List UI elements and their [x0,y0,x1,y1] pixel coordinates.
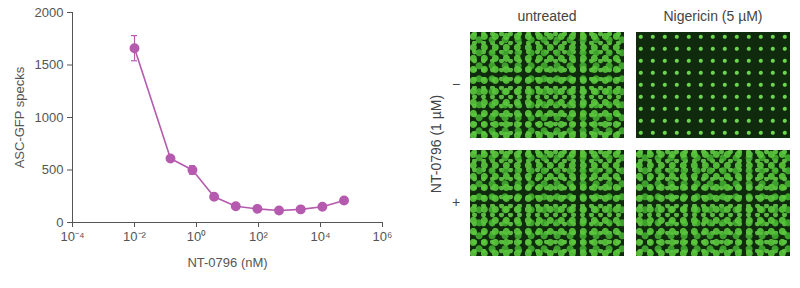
svg-text:2000: 2000 [35,5,64,20]
svg-text:10⁰: 10⁰ [187,229,206,244]
html-text:NT-0796 (1 µM): NT-0796 (1 µM) [428,94,444,194]
svg-text:10⁻²: 10⁻² [123,229,146,244]
svg-text:10⁴: 10⁴ [310,229,330,244]
svg-text:10²: 10² [249,229,268,244]
svg-text:10⁶: 10⁶ [373,229,393,244]
html-text:Nigericin (5 µM): Nigericin (5 µM) [663,8,763,24]
svg-text:NT-0796 (nM): NT-0796 (nM) [187,255,267,270]
svg-text:ASC-GFP specks: ASC-GFP specks [12,66,27,168]
svg-text:500: 500 [42,162,64,177]
svg-text:0: 0 [56,215,63,230]
svg-text:1500: 1500 [35,57,64,72]
svg-text:10⁻⁴: 10⁻⁴ [60,229,84,244]
svg-text:1000: 1000 [35,110,64,125]
html-text:untreated: untreated [517,8,577,24]
